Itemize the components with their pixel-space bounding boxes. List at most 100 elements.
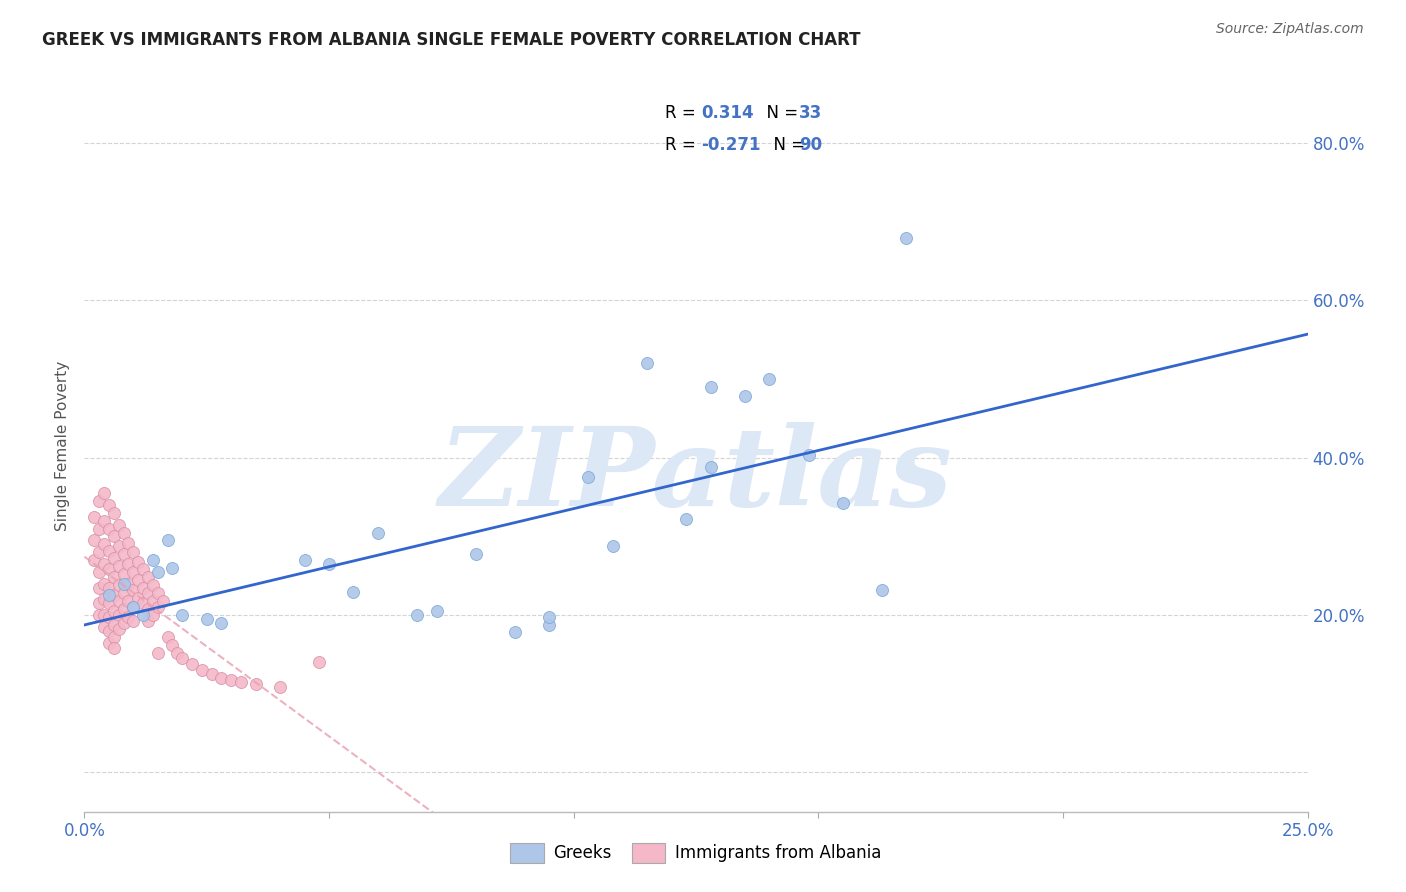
Point (181, 657, 204, 671)
Text: ZIPatlas: ZIPatlas (439, 422, 953, 529)
Point (107, 594, 129, 608)
Point (146, 565, 169, 579)
Point (103, 630, 125, 644)
Point (162, 638, 184, 652)
Point (219, 673, 242, 687)
Point (195, 612, 218, 626)
Point (538, 609, 561, 624)
Point (156, 533, 179, 548)
Point (503, 625, 526, 640)
Point (870, 582, 893, 597)
Text: 33: 33 (799, 104, 823, 122)
Point (200, 667, 222, 681)
Point (166, 646, 188, 660)
Point (112, 547, 135, 561)
Point (127, 591, 149, 605)
Point (122, 565, 145, 579)
Point (93, 592, 115, 607)
Point (636, 356, 658, 370)
Point (103, 604, 125, 618)
Point (142, 578, 165, 592)
Point (406, 608, 429, 623)
Point (87, 494, 110, 508)
Point (132, 581, 155, 595)
Point (87, 581, 110, 595)
Point (426, 604, 449, 618)
Text: R =: R = (665, 136, 702, 153)
Point (112, 586, 135, 600)
Text: Source: ZipAtlas.com: Source: ZipAtlas.com (1216, 22, 1364, 37)
Point (464, 547, 486, 561)
Point (87, 545, 110, 559)
Point (97, 624, 120, 638)
Point (538, 617, 561, 632)
Point (896, 230, 918, 244)
Point (342, 584, 364, 599)
Point (294, 553, 316, 567)
Point (103, 529, 125, 543)
Point (97, 498, 120, 512)
Point (152, 594, 174, 608)
Point (107, 622, 129, 636)
Point (97, 635, 120, 649)
Point (117, 594, 139, 608)
Point (209, 671, 232, 685)
Point (122, 545, 145, 559)
Point (146, 646, 169, 660)
Point (269, 681, 291, 695)
Point (107, 559, 129, 574)
Point (162, 561, 184, 575)
Point (93, 557, 115, 571)
Point (831, 496, 853, 510)
Point (83, 533, 105, 548)
Point (112, 525, 135, 540)
Point (112, 615, 135, 630)
Point (191, 663, 214, 677)
Point (97, 562, 120, 576)
Point (675, 512, 697, 526)
Point (734, 389, 756, 403)
Point (132, 608, 155, 623)
Point (97, 543, 120, 558)
Point (136, 602, 159, 616)
Point (318, 557, 340, 571)
Point (172, 608, 194, 623)
Point (93, 620, 115, 634)
Y-axis label: Single Female Poverty: Single Female Poverty (55, 361, 70, 531)
Point (112, 602, 135, 616)
Point (127, 573, 149, 587)
Point (112, 567, 135, 582)
Point (576, 470, 599, 484)
Text: -0.271: -0.271 (700, 136, 761, 153)
Point (146, 586, 169, 600)
Point (142, 608, 165, 623)
Point (107, 578, 129, 592)
Text: GREEK VS IMMIGRANTS FROM ALBANIA SINGLE FEMALE POVERTY CORRELATION CHART: GREEK VS IMMIGRANTS FROM ALBANIA SINGLE … (42, 31, 860, 49)
Point (117, 535, 139, 549)
Point (97, 596, 120, 610)
Text: 0.314: 0.314 (700, 104, 754, 122)
Point (797, 449, 820, 463)
Point (97, 581, 120, 595)
Text: N =: N = (763, 136, 811, 153)
Point (87, 596, 110, 610)
Point (132, 596, 155, 610)
Point (93, 486, 115, 500)
Point (117, 609, 139, 624)
Point (308, 655, 330, 669)
Point (209, 615, 232, 630)
Text: 90: 90 (799, 136, 823, 153)
Point (127, 555, 149, 569)
Point (107, 517, 129, 532)
Point (758, 372, 780, 386)
Point (699, 380, 721, 394)
Point (103, 506, 125, 520)
Text: N =: N = (756, 104, 803, 122)
Point (156, 630, 179, 644)
Point (136, 570, 159, 584)
Point (172, 651, 194, 665)
Point (103, 589, 125, 603)
Point (103, 570, 125, 584)
Point (87, 608, 110, 623)
Point (112, 576, 135, 591)
